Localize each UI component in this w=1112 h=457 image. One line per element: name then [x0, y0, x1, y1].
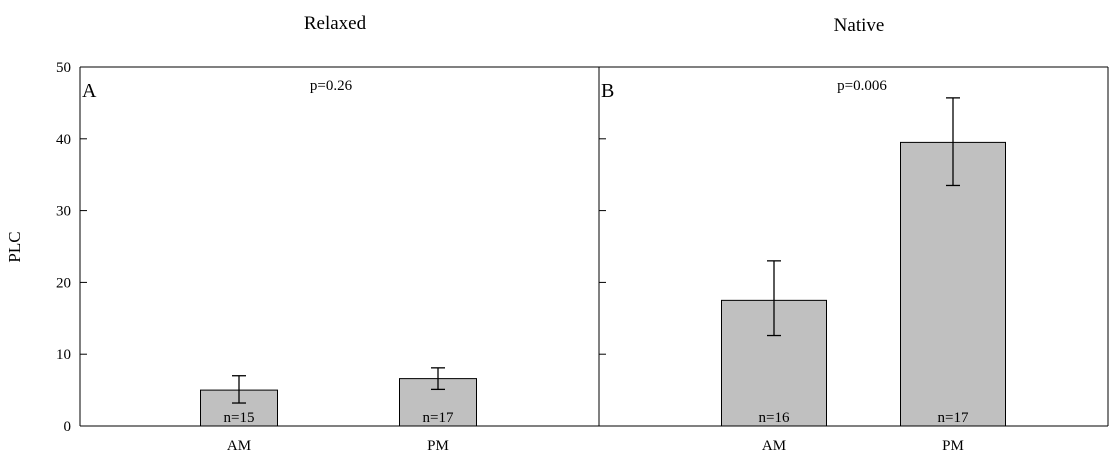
sample-size-label: n=17 [938, 410, 969, 426]
y-tick-label: 30 [56, 204, 71, 220]
x-tick-label: AM [762, 438, 786, 454]
sample-size-label: n=17 [423, 410, 454, 426]
x-tick-label: AM [227, 438, 251, 454]
bar-pm [900, 141, 1006, 427]
x-tick-label: PM [942, 438, 964, 454]
y-axis-label: PLC [5, 231, 24, 262]
panel-a-title: Relaxed [304, 13, 367, 34]
sample-size-label: n=16 [759, 410, 790, 426]
y-tick-label: 40 [56, 132, 71, 148]
y-tick-label: 0 [64, 419, 72, 435]
x-tick-label: PM [427, 438, 449, 454]
y-tick-label: 10 [56, 347, 71, 363]
panel-b-p-value: p=0.006 [837, 78, 887, 94]
panel-b-letter: B [601, 80, 614, 102]
y-tick-label: 50 [56, 60, 71, 76]
panel-a-letter: A [82, 80, 97, 102]
panel-b-title: Native [834, 15, 885, 36]
sample-size-label: n=15 [224, 410, 255, 426]
panel-a: Relaxed A p=0.26 0 10 20 30 40 50 n=15 AM n=17 PM [56, 13, 599, 454]
panel-b: Native B p=0.006 n=16 AM n=17 PM [598, 15, 1109, 454]
panel-a-p-value: p=0.26 [310, 78, 353, 94]
y-tick-label: 20 [56, 275, 71, 291]
